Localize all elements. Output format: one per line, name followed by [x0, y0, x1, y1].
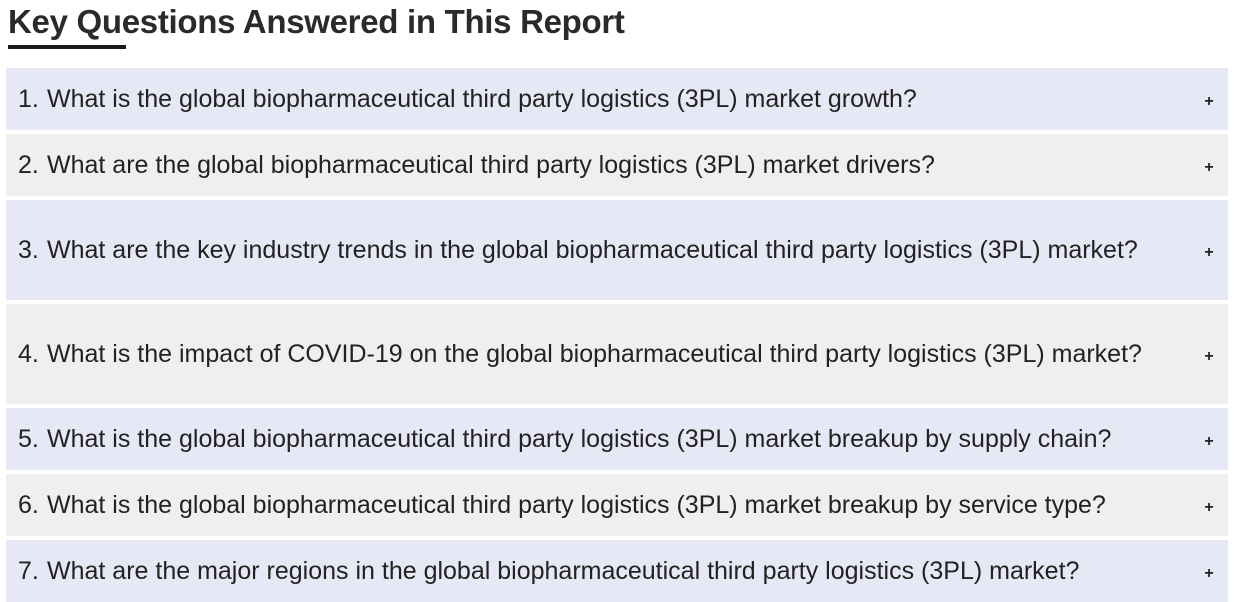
section-heading: Key Questions Answered in This Report	[8, 3, 625, 40]
expand-plus-icon[interactable]: +	[1204, 348, 1214, 365]
faq-question: What is the global biopharmaceutical thi…	[47, 85, 917, 113]
faq-item-5[interactable]: 5. What is the global biopharmaceutical …	[6, 408, 1228, 470]
faq-question: What are the global biopharmaceutical th…	[47, 151, 935, 179]
expand-plus-icon[interactable]: +	[1204, 93, 1214, 110]
faq-question: What is the impact of COVID-19 on the gl…	[47, 340, 1142, 368]
faq-number: 5.	[18, 424, 39, 453]
faq-number: 6.	[18, 490, 39, 519]
expand-plus-icon[interactable]: +	[1204, 159, 1214, 176]
expand-plus-icon[interactable]: +	[1204, 499, 1214, 516]
expand-plus-icon[interactable]: +	[1204, 244, 1214, 261]
faq-number: 2.	[18, 150, 39, 179]
faq-question: What is the global biopharmaceutical thi…	[47, 491, 1106, 519]
faq-number: 4.	[18, 339, 39, 368]
faq-item-3[interactable]: 3. What are the key industry trends in t…	[6, 200, 1228, 300]
faq-number: 3.	[18, 235, 39, 264]
faq-number: 7.	[18, 556, 39, 585]
faq-question: What are the key industry trends in the …	[47, 236, 1138, 264]
expand-plus-icon[interactable]: +	[1204, 433, 1214, 450]
faq-item-2[interactable]: 2. What are the global biopharmaceutical…	[6, 134, 1228, 196]
faq-item-1[interactable]: 1. What is the global biopharmaceutical …	[6, 68, 1228, 130]
faq-item-6[interactable]: 6. What is the global biopharmaceutical …	[6, 474, 1228, 536]
faq-accordion: 1. What is the global biopharmaceutical …	[6, 68, 1228, 602]
faq-question: What is the global biopharmaceutical thi…	[47, 425, 1112, 453]
expand-plus-icon[interactable]: +	[1204, 565, 1214, 582]
faq-number: 1.	[18, 84, 39, 113]
faq-item-4[interactable]: 4. What is the impact of COVID-19 on the…	[6, 304, 1228, 404]
faq-question: What are the major regions in the global…	[47, 557, 1080, 585]
heading-underline	[8, 45, 126, 49]
faq-item-7[interactable]: 7. What are the major regions in the glo…	[6, 540, 1228, 602]
